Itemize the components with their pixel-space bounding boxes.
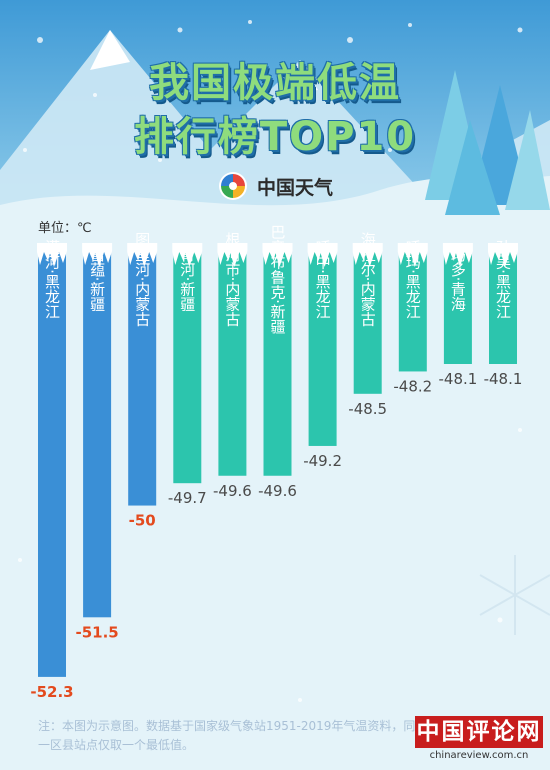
category-label: 漠河·黑龙江 <box>43 239 61 319</box>
title-line-1: 我国极端低温 <box>149 60 401 106</box>
swirl-logo-icon <box>218 172 247 200</box>
value-label: -48.5 <box>348 400 387 418</box>
category-label: 根河市·内蒙古 <box>223 232 241 327</box>
icicle-cap <box>37 243 67 267</box>
weather-logo: 中国天气 <box>0 170 550 202</box>
bar <box>83 243 112 618</box>
brand-watermark: 中国评论网 chinareview.com.cn <box>415 716 543 764</box>
snowflake-icon <box>479 555 550 635</box>
icicle-cap <box>307 243 338 267</box>
category-label: 青河·新疆 <box>178 247 196 312</box>
icicle-cap <box>217 243 248 267</box>
value-label: -49.2 <box>303 452 342 470</box>
footnote: 注：本图为示意图。数据基于国家级气象站1951-2019年气温资料，同一区县站点… <box>38 719 416 752</box>
bar <box>308 243 337 446</box>
category-label: 玛多·青海 <box>449 247 467 312</box>
value-label: -49.7 <box>168 489 207 507</box>
bar <box>353 243 382 394</box>
category-label: 孙吴·黑龙江 <box>494 239 512 319</box>
brand-name: 中国评论网 <box>415 716 543 748</box>
value-label: -50 <box>129 512 156 530</box>
value-label: -49.6 <box>258 482 297 500</box>
value-label: -51.5 <box>75 623 118 641</box>
bar <box>489 243 517 364</box>
value-label: -48.1 <box>484 370 523 388</box>
bar <box>38 243 66 677</box>
bar <box>443 243 472 364</box>
bar <box>398 243 427 372</box>
title-line-2: 排行榜TOP10 <box>133 114 417 160</box>
icicle-cap <box>262 243 293 267</box>
value-label: -48.1 <box>438 370 477 388</box>
icicle-cap <box>488 243 518 267</box>
category-label: 海拉尔·内蒙古 <box>359 232 377 327</box>
icicle-cap <box>442 243 473 267</box>
icicle-cap <box>127 243 158 267</box>
value-label: -52.3 <box>30 683 73 701</box>
bar <box>263 243 292 476</box>
category-label: 富蕴·新疆 <box>88 246 106 312</box>
pine-tree-icon <box>425 70 550 215</box>
bar <box>128 243 157 506</box>
category-label: 图里河·内蒙古 <box>133 232 151 327</box>
icicle-cap <box>352 243 383 267</box>
brand-url: chinareview.com.cn <box>429 750 529 761</box>
category-label: 巴音布鲁克·新疆 <box>269 224 287 334</box>
logo-text: 中国天气 <box>256 176 333 199</box>
bar <box>173 243 202 484</box>
unit-label: 单位：℃ <box>38 221 92 236</box>
value-label: -49.6 <box>213 482 252 500</box>
icicle-cap <box>82 243 113 267</box>
icicle-cap <box>397 243 428 267</box>
icicle-cap <box>172 243 203 267</box>
value-label: -48.2 <box>393 377 432 395</box>
category-label: 呼中·黑龙江 <box>314 239 332 319</box>
bar <box>218 243 247 476</box>
category-label: 呼玛·黑龙江 <box>404 239 422 319</box>
